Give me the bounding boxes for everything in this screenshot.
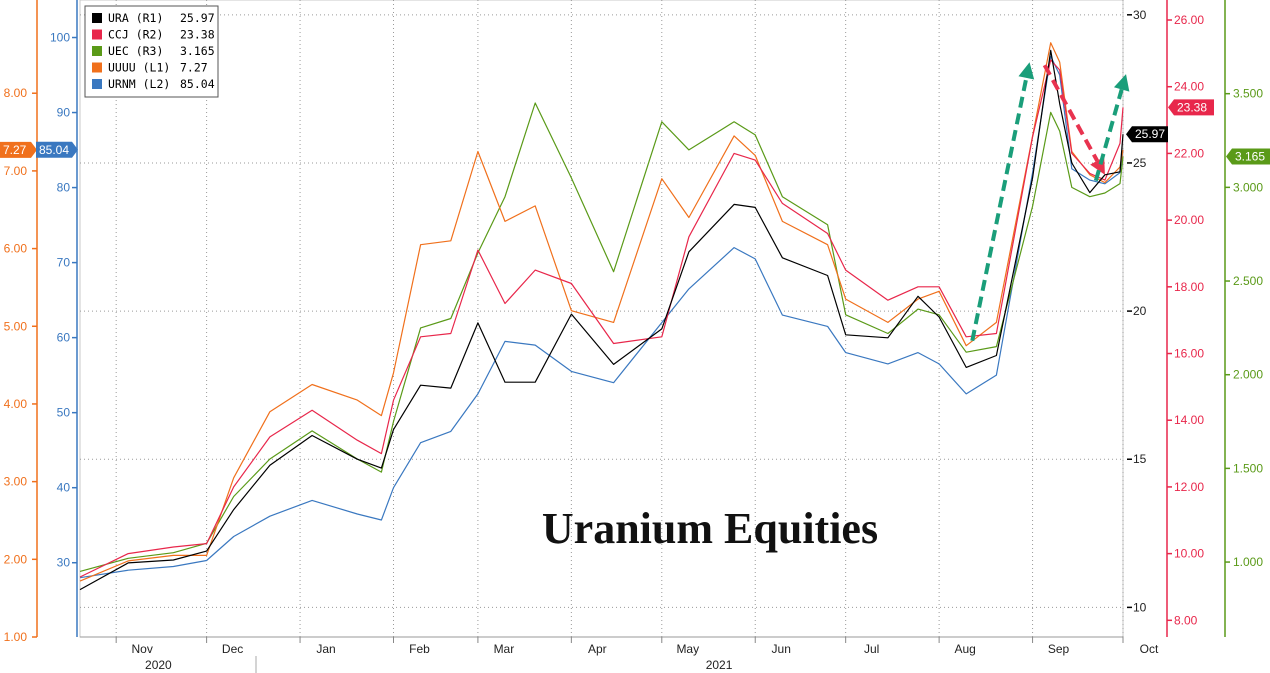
annotation-arrow-shaft [1042,64,1099,162]
legend-value-uec: 3.165 [180,44,215,58]
y-tick-label-r3: 2.500 [1233,274,1263,288]
y-tick-label-r2: 10.00 [1174,547,1204,561]
y-tick-label-r2: 24.00 [1174,80,1204,94]
y-tick-label-r2: 14.00 [1174,413,1204,427]
y-tick-label-r2: 12.00 [1174,480,1204,494]
tag-ura: 25.97 [1135,127,1165,141]
annotation-arrow-head [1113,74,1130,92]
y-tick-label-r1: 25 [1133,156,1147,170]
chart-title: Uranium Equities [542,504,878,553]
last-value-tags: 7.27 85.04 25.97 23.38 3.165 [0,99,1270,165]
y-tick-label-l1: 1.00 [4,630,28,644]
x-tick-label: Jun [772,642,791,656]
y-tick-label-l2: 90 [57,106,71,120]
legend-value-uuuu: 7.27 [180,61,208,75]
y-tick-label-l2: 30 [57,556,71,570]
tag-uec-bg [1226,148,1270,165]
y-tick-label-l1: 8.00 [4,86,28,100]
legend-label-uuuu: UUUU (L1) [108,61,170,75]
tag-urnm-bg [36,141,78,158]
annotation-arrow-shaft [970,77,1029,342]
y-tick-label-r3: 3.500 [1233,87,1263,101]
legend-swatch-uec [92,46,102,56]
tag-ura-bg [1126,126,1168,143]
legend-value-ccj: 23.38 [180,28,215,42]
y-tick-label-r3: 1.000 [1233,555,1263,569]
y-tick-label-l2: 40 [57,481,71,495]
legend-swatch-uuuu [92,62,102,73]
y-tick-label-r3: 3.000 [1233,180,1263,194]
y-tick-label-l1: 4.00 [4,397,28,411]
x-tick-label: Dec [222,642,243,656]
x-year-label: 2020 [145,658,172,672]
series-line-ccj [79,59,1124,578]
annotation-arrows [970,62,1130,342]
x-tick-label: Aug [954,642,975,656]
y-tick-label-r1: 30 [1133,8,1147,22]
legend-swatch-ura [92,13,102,23]
y-tick-label-l2: 60 [57,331,71,345]
series-line-ura [79,49,1124,591]
y-tick-label-r3: 2.000 [1233,368,1263,382]
y-tick-label-r1: 20 [1133,304,1147,318]
legend-box [84,5,219,98]
x-year-label: 2021 [706,658,733,672]
annotation-arrow-head [1018,62,1035,80]
x-tick-label: Jul [864,642,879,656]
legend: URA (R1) 25.97 CCJ (R2) 23.38 UEC (R3) 3.165 U… [84,5,219,98]
legend-label-uec: UEC (R3) [108,44,163,58]
y-tick-label-l1: 5.00 [4,319,28,333]
y-tick-label-l1: 2.00 [4,552,28,566]
legend-label-ura: URA (R1) [108,11,163,25]
legend-value-urnm: 85.04 [180,77,215,91]
x-tick-label: Sep [1048,642,1070,656]
tag-uec: 3.165 [1235,149,1265,163]
x-tick-label: Feb [409,642,430,656]
y-tick-label-r1: 15 [1133,452,1147,466]
y-tick-label-r2: 26.00 [1174,13,1204,27]
series-lines [79,42,1124,591]
x-tick-label: Mar [494,642,515,656]
tag-uuuu: 7.27 [3,143,27,157]
y-tick-label-l1: 7.00 [4,164,28,178]
tag-uuuu-bg [0,141,37,158]
y-tick-label-r2: 22.00 [1174,146,1204,160]
legend-label-urnm: URNM (L2) [108,77,170,91]
tag-ccj: 23.38 [1177,100,1207,114]
x-tick-label: Oct [1140,642,1159,656]
y-tick-label-r1: 10 [1133,600,1147,614]
series-line-uuuu [79,42,1124,582]
tag-ccj-bg [1168,99,1214,116]
x-tick-label: May [676,642,699,656]
y-tick-label-r2: 8.00 [1174,613,1198,627]
x-tick-label: Apr [588,642,607,656]
y-tick-label-r2: 18.00 [1174,280,1204,294]
legend-value-ura: 25.97 [180,11,215,25]
series-line-urnm [79,55,1124,579]
series-line-uec [79,102,1124,572]
axes: Nov Dec Jan Feb Mar Apr May Jun Jul Aug Sep Oct2020… [4,0,1263,673]
y-tick-label-l2: 80 [57,181,71,195]
tag-urnm: 85.04 [39,143,69,157]
legend-label-ccj: CCJ (R2) [108,28,163,42]
x-tick-label: Jan [316,642,335,656]
y-tick-label-l1: 3.00 [4,475,28,489]
y-tick-label-r2: 16.00 [1174,347,1204,361]
y-tick-label-l1: 6.00 [4,242,28,256]
y-tick-label-l2: 100 [50,31,70,45]
legend-swatch-ccj [92,29,102,40]
y-tick-label-l2: 50 [57,406,71,420]
y-tick-label-l2: 70 [57,256,71,270]
y-tick-label-r2: 20.00 [1174,213,1204,227]
x-tick-label: Nov [132,642,153,656]
y-tick-label-r3: 1.500 [1233,461,1263,475]
legend-swatch-urnm [92,79,102,89]
